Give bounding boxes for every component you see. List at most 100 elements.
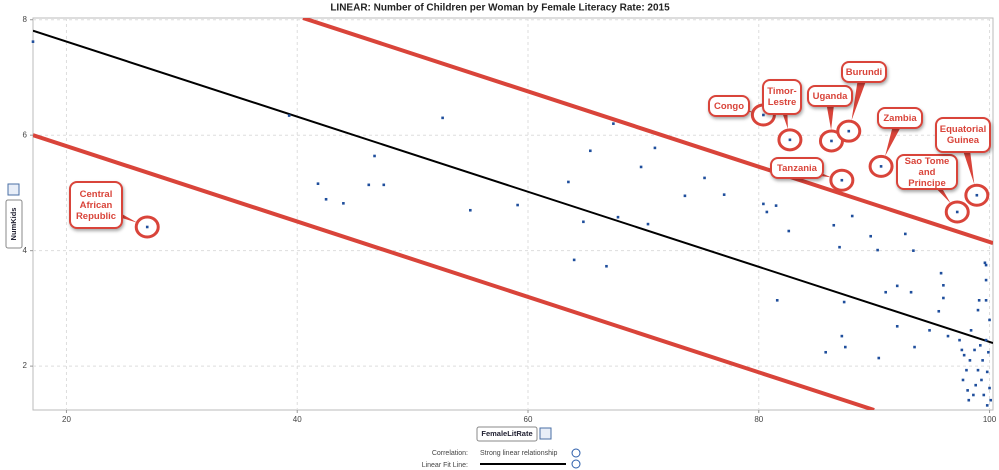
point bbox=[840, 334, 844, 338]
band-line bbox=[302, 18, 993, 246]
point bbox=[844, 345, 847, 349]
point bbox=[977, 299, 981, 302]
point bbox=[962, 353, 966, 357]
x-label-icon[interactable] bbox=[539, 427, 552, 440]
chart-title: LINEAR: Number of Children per Woman by … bbox=[330, 3, 670, 14]
y-axis-label: NumKids bbox=[9, 208, 18, 241]
point bbox=[976, 368, 980, 372]
point bbox=[516, 203, 519, 207]
point bbox=[316, 182, 320, 185]
point bbox=[984, 263, 988, 267]
y-tick-label: 2 bbox=[23, 361, 28, 370]
point bbox=[972, 393, 975, 397]
point bbox=[989, 398, 992, 402]
point bbox=[955, 210, 959, 214]
legend-correlation-label: Correlation: bbox=[432, 450, 468, 457]
point bbox=[985, 370, 989, 374]
point bbox=[774, 204, 778, 207]
info-icon[interactable] bbox=[571, 459, 581, 469]
y-label-icon[interactable] bbox=[7, 183, 20, 196]
point bbox=[965, 368, 968, 372]
point bbox=[946, 334, 950, 338]
point bbox=[287, 114, 291, 117]
point bbox=[928, 329, 931, 332]
point bbox=[983, 261, 987, 265]
point bbox=[980, 378, 983, 382]
point bbox=[639, 165, 643, 169]
point bbox=[984, 299, 988, 302]
point bbox=[31, 40, 35, 43]
x-tick-label: 80 bbox=[754, 415, 763, 424]
point bbox=[788, 138, 792, 142]
point bbox=[762, 113, 765, 117]
point bbox=[968, 359, 972, 362]
point bbox=[958, 338, 961, 342]
point bbox=[904, 232, 907, 236]
point bbox=[582, 220, 585, 224]
point bbox=[984, 338, 988, 342]
point bbox=[912, 249, 915, 252]
point bbox=[974, 383, 977, 387]
point bbox=[842, 300, 846, 304]
point bbox=[382, 183, 386, 187]
callout-label: Central African Republic bbox=[69, 181, 123, 229]
point bbox=[847, 129, 851, 133]
point bbox=[775, 299, 779, 302]
point bbox=[981, 359, 984, 362]
point bbox=[469, 208, 472, 212]
callout-label: Uganda bbox=[807, 85, 853, 107]
info-icon[interactable] bbox=[571, 448, 581, 458]
point bbox=[877, 356, 881, 360]
point bbox=[832, 223, 836, 227]
point bbox=[762, 202, 765, 206]
callout-label: Sao Tome and Principe bbox=[896, 154, 958, 190]
point bbox=[653, 146, 657, 150]
point bbox=[942, 283, 945, 287]
x-tick-label: 20 bbox=[62, 415, 71, 424]
point bbox=[367, 183, 371, 187]
point bbox=[765, 210, 769, 214]
y-tick-label: 6 bbox=[23, 130, 28, 139]
fit-line bbox=[33, 29, 993, 344]
point bbox=[605, 264, 608, 268]
point bbox=[985, 404, 989, 407]
point bbox=[838, 245, 841, 249]
legend-correlation-value: Strong linear relationship bbox=[480, 450, 558, 457]
point bbox=[960, 348, 964, 352]
point bbox=[342, 202, 345, 205]
point bbox=[787, 229, 791, 233]
callout-label: Tanzania bbox=[770, 157, 824, 179]
point bbox=[703, 176, 706, 180]
point bbox=[373, 154, 376, 158]
x-axis-label: FemaleLitRate bbox=[481, 429, 532, 438]
y-label-box[interactable] bbox=[5, 199, 23, 249]
point bbox=[909, 290, 913, 294]
point bbox=[616, 215, 620, 219]
x-label-box[interactable] bbox=[476, 426, 538, 442]
y-tick-label: 4 bbox=[23, 246, 28, 255]
point bbox=[979, 344, 982, 347]
point bbox=[969, 329, 973, 332]
callout-label: Timor-Lestre bbox=[762, 79, 802, 115]
x-tick-label: 60 bbox=[524, 415, 533, 424]
point bbox=[966, 389, 969, 392]
callout-label: Zambia bbox=[877, 107, 923, 129]
point bbox=[850, 214, 854, 218]
callout-label: Equatorial Guinea bbox=[935, 117, 991, 153]
point bbox=[982, 393, 986, 397]
x-tick-label: 100 bbox=[983, 415, 997, 424]
point bbox=[567, 180, 570, 184]
point bbox=[324, 197, 328, 201]
point bbox=[988, 318, 991, 322]
point bbox=[876, 248, 879, 252]
point bbox=[988, 386, 991, 390]
point bbox=[895, 324, 899, 328]
point bbox=[913, 345, 916, 349]
band-line bbox=[33, 133, 875, 410]
callout-label: Congo bbox=[708, 95, 750, 117]
point bbox=[145, 225, 149, 229]
y-tick-label: 8 bbox=[23, 15, 28, 24]
point bbox=[984, 278, 988, 282]
